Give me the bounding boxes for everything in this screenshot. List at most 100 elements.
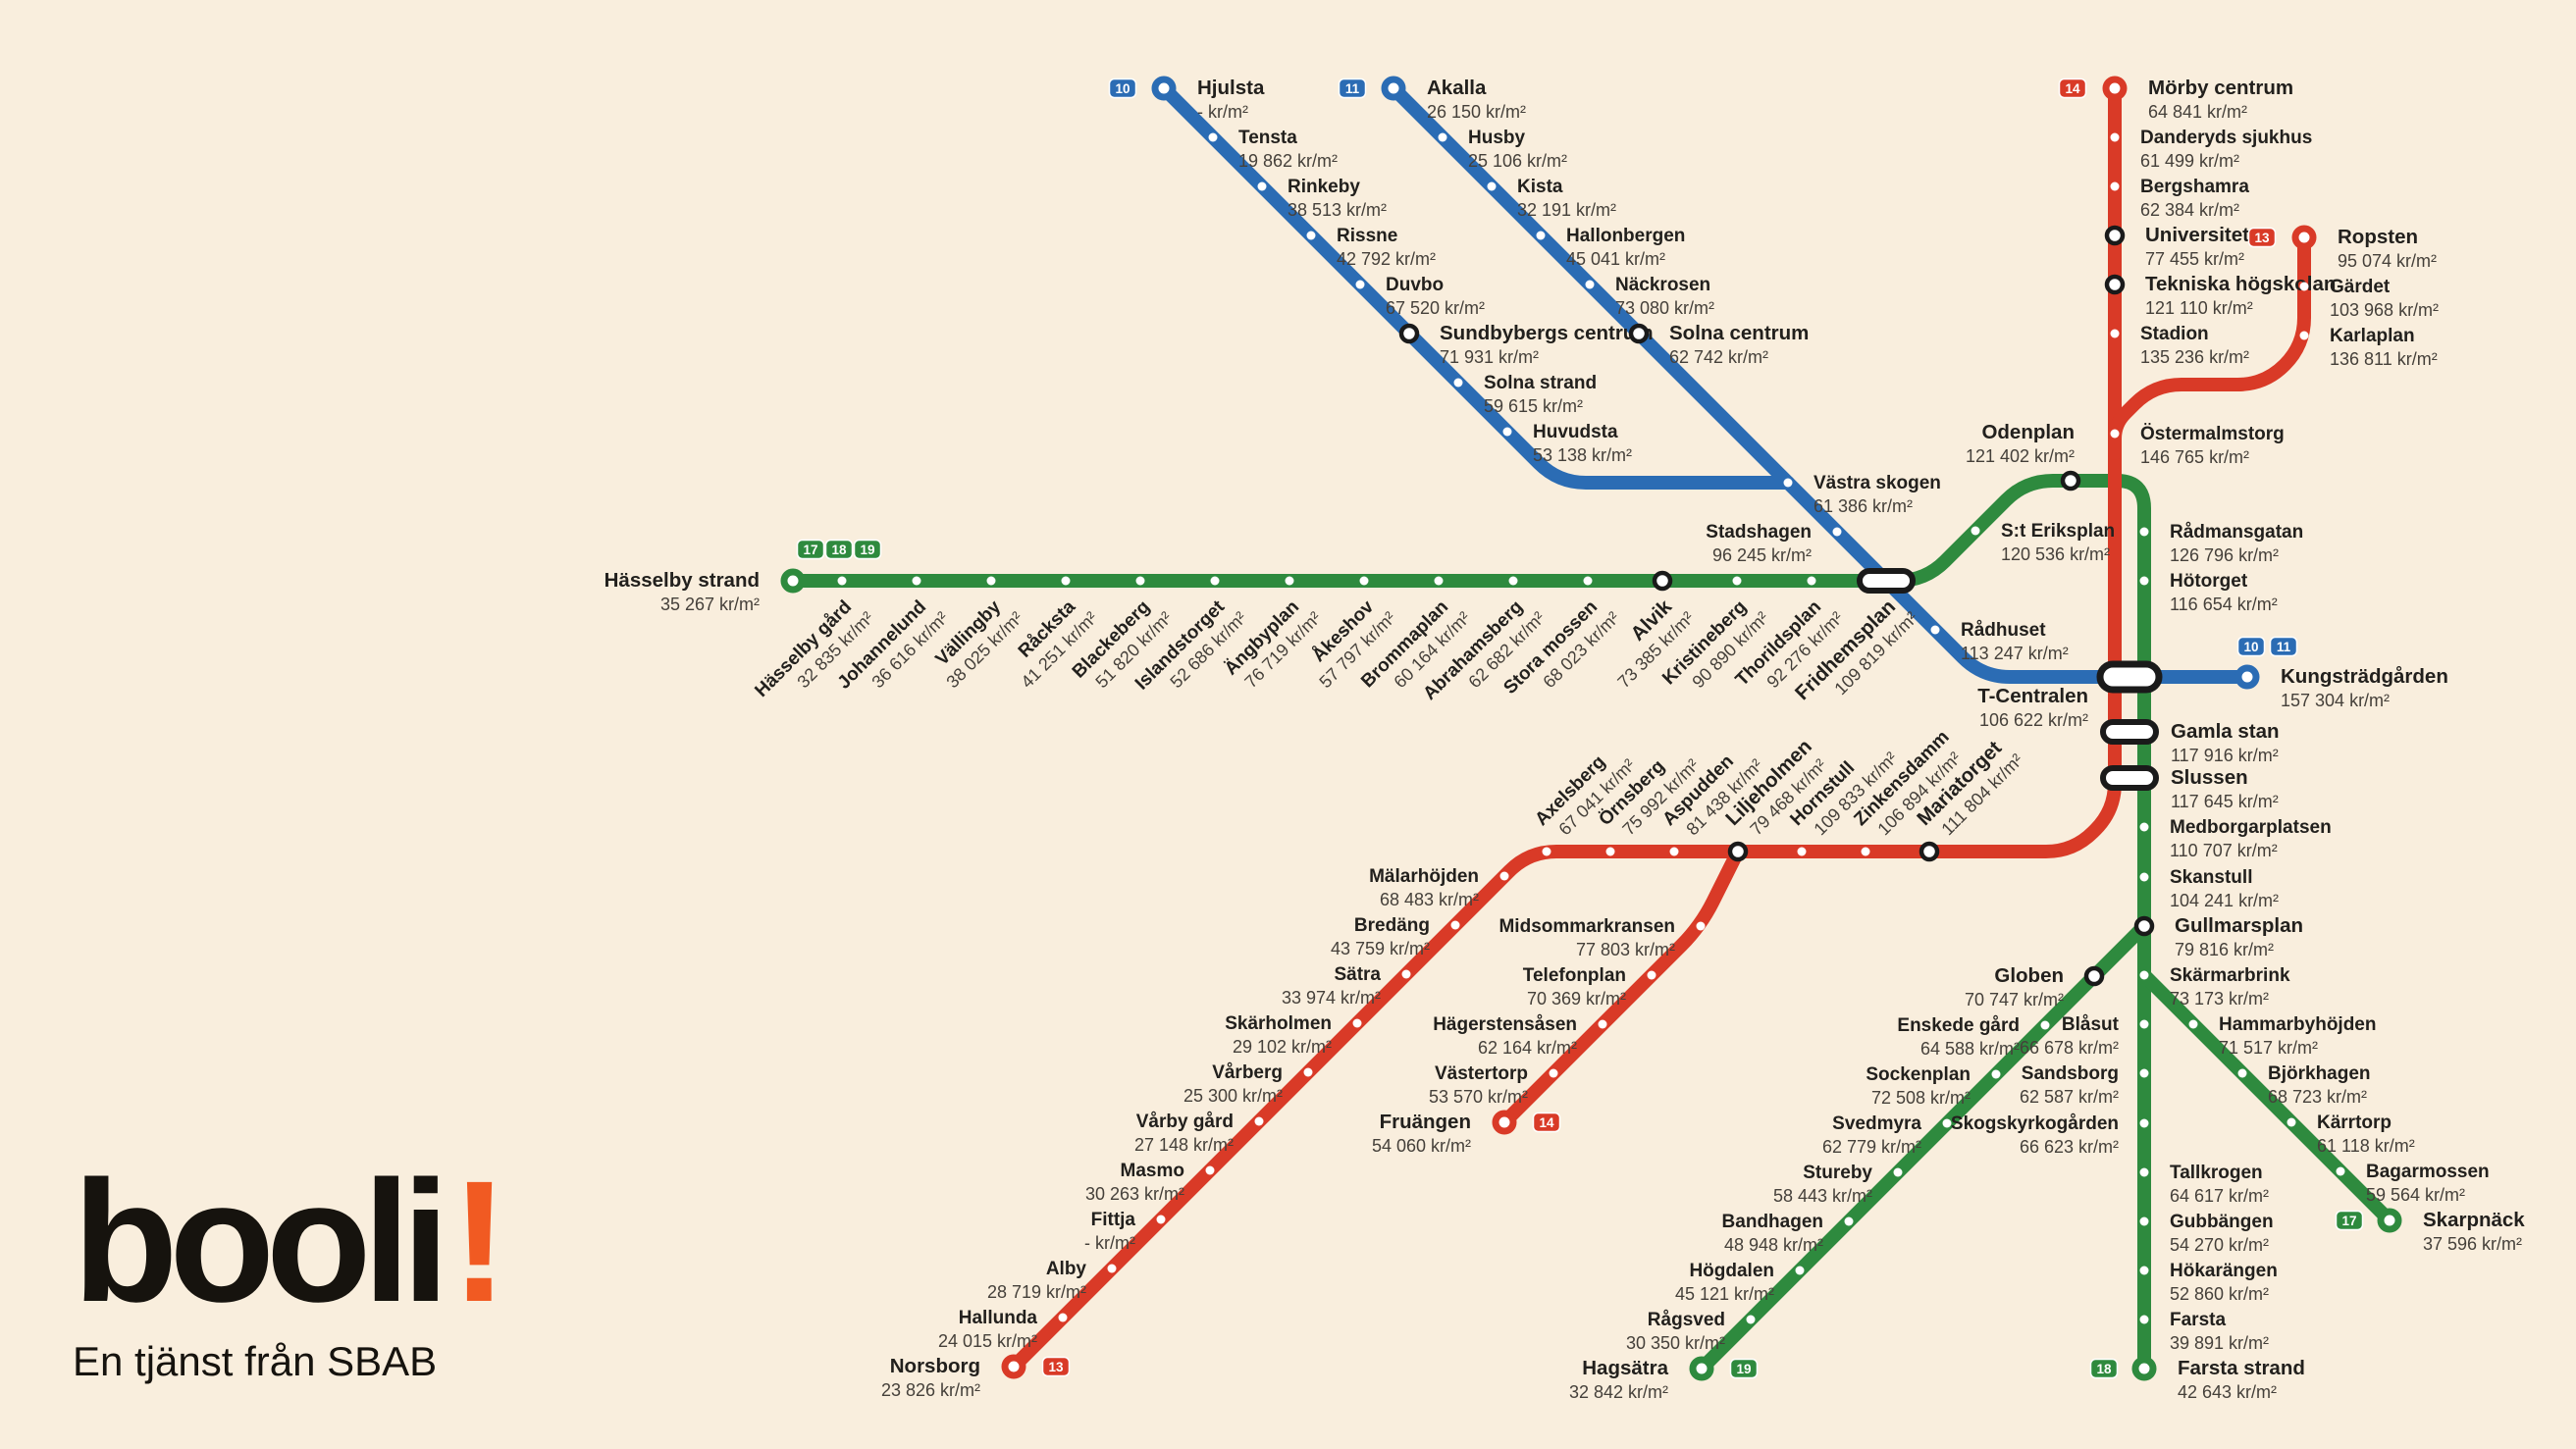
station-name: Gamla stan — [2171, 720, 2280, 743]
station-dot — [1508, 576, 1518, 586]
station-dot — [1832, 527, 1842, 537]
station-price: 45 041 kr/m² — [1566, 249, 1665, 269]
station-name: Rådhuset — [1961, 620, 2046, 641]
line-green — [786, 474, 2396, 1375]
station-dot — [2139, 822, 2149, 832]
station-högdalen: Högdalen 45 121 kr/m² — [1675, 1261, 1805, 1304]
station-price: 157 304 kr/m² — [2281, 691, 2390, 710]
station-hammarbyhöjden: Hammarbyhöjden 71 517 kr/m² — [2188, 1014, 2376, 1058]
station-dot — [1536, 231, 1546, 240]
line-badge-number: 13 — [1048, 1360, 1064, 1374]
station-skärholmen: Skärholmen 29 102 kr/m² — [1225, 1013, 1362, 1057]
station-dot — [2139, 1019, 2149, 1029]
station-name: Gärdet — [2330, 277, 2391, 297]
station-price: 68 483 kr/m² — [1380, 890, 1479, 909]
station-kärrtorp: Kärrtorp 61 118 kr/m² — [2287, 1113, 2415, 1156]
station-price: 70 369 kr/m² — [1527, 989, 1626, 1009]
line-badge-box — [796, 539, 825, 560]
station-huvudsta: Huvudsta 53 138 kr/m² — [1502, 422, 1632, 465]
line-badge-14: 14 — [2058, 78, 2087, 99]
station-price: 146 765 kr/m² — [2140, 447, 2249, 467]
station-name: Fittja — [1091, 1210, 1136, 1230]
station-dot — [1359, 576, 1369, 586]
route-lines — [786, 81, 2396, 1375]
station-price: 73 173 kr/m² — [2170, 989, 2269, 1009]
station-price: 37 596 kr/m² — [2423, 1234, 2522, 1254]
station-price: 59 564 kr/m² — [2366, 1185, 2465, 1205]
station-dot — [1254, 1116, 1264, 1126]
station-dot — [2139, 970, 2149, 980]
line-badge-17: 17 — [796, 539, 825, 560]
station-dot — [1797, 847, 1807, 856]
interchange-ring — [2083, 965, 2105, 987]
station-fruängen: Fruängen 54 060 kr/m² — [1372, 1110, 1517, 1156]
station-dot — [1061, 576, 1071, 586]
station-dot — [2110, 132, 2120, 142]
station-ropsten: Ropsten 95 074 kr/m² — [2291, 225, 2437, 271]
route-morby-norsborg-main — [1007, 81, 2122, 1373]
station-dot — [2139, 576, 2149, 586]
interchange-ring — [1628, 323, 1650, 344]
station-dot — [1352, 1018, 1362, 1028]
terminus-circle — [2377, 1208, 2402, 1233]
line-badge-11: 11 — [1338, 78, 1367, 99]
station-name: S:t Eriksplan — [2001, 521, 2115, 542]
line-badge-number: 17 — [803, 543, 817, 557]
station-price: 117 645 kr/m² — [2171, 792, 2279, 811]
station-price: 136 811 kr/m² — [2330, 349, 2438, 369]
station-stureby: Stureby 58 443 kr/m² — [1773, 1163, 1903, 1206]
station-dot — [2139, 1068, 2149, 1078]
station-name: Alby — [1046, 1259, 1087, 1279]
station-price: 30 350 kr/m² — [1626, 1333, 1725, 1353]
line-badge-number: 18 — [2096, 1362, 2112, 1376]
station-tallkrogen: Tallkrogen 64 617 kr/m² — [2139, 1163, 2269, 1206]
station-name: Hägerstensåsen — [1433, 1014, 1577, 1035]
station-skogskyrkogården: Skogskyrkogården 66 623 kr/m² — [1951, 1113, 2149, 1157]
station-name: Kista — [1517, 177, 1563, 197]
station-name: Bagarmossen — [2366, 1162, 2490, 1182]
station-price: 62 587 kr/m² — [2020, 1087, 2119, 1107]
station-dot — [1156, 1215, 1166, 1224]
station-dot — [2139, 1266, 2149, 1275]
line-badge-box — [1338, 78, 1367, 99]
station-stadion: Stadion 135 236 kr/m² — [2110, 324, 2249, 367]
station-dot — [2299, 282, 2309, 291]
line-badge-box — [1532, 1112, 1561, 1133]
station-price: 25 300 kr/m² — [1183, 1086, 1283, 1106]
terminus-circle — [1381, 76, 1406, 101]
station-mälarhöjden: Mälarhöjden 68 483 kr/m² — [1369, 866, 1509, 909]
route-hasselby-farsta-main — [786, 474, 2151, 1375]
station-price: 95 074 kr/m² — [2338, 251, 2437, 271]
station-name: Huvudsta — [1533, 422, 1618, 442]
station-farsta-strand: Farsta strand 42 643 kr/m² — [2131, 1356, 2305, 1402]
station-dot — [1861, 847, 1870, 856]
station-name: Duvbo — [1386, 275, 1444, 295]
station-name: Telefonplan — [1523, 965, 1626, 986]
station-name: Ropsten — [2338, 226, 2418, 248]
terminus-circle — [2234, 664, 2260, 690]
station-dot — [1732, 576, 1742, 586]
station-price: 67 520 kr/m² — [1386, 298, 1485, 318]
route-fruangen-branch — [1498, 845, 1745, 1129]
station-dot — [1208, 132, 1218, 142]
station-medborgarplatsen: Medborgarplatsen 110 707 kr/m² — [2139, 817, 2332, 860]
line-badge-17: 17 — [2335, 1210, 2364, 1231]
line-badge-box — [2058, 78, 2087, 99]
station-name: Tallkrogen — [2170, 1163, 2263, 1183]
station-price: 38 513 kr/m² — [1288, 200, 1387, 220]
station-dot — [1807, 576, 1816, 586]
station-price: 27 148 kr/m² — [1134, 1135, 1234, 1155]
line-badge-13: 13 — [2247, 227, 2277, 248]
station-price: 32 191 kr/m² — [1517, 200, 1616, 220]
line-badge-18: 18 — [2089, 1358, 2119, 1379]
station-name: Rådmansgatan — [2170, 522, 2303, 543]
station-price: 33 974 kr/m² — [1282, 988, 1381, 1008]
station-universitetet: Universitetet 77 455 kr/m² — [2104, 224, 2267, 269]
station-masmo: Masmo 30 263 kr/m² — [1085, 1161, 1215, 1204]
station-price: 23 826 kr/m² — [881, 1380, 980, 1400]
station-akalla: Akalla 26 150 kr/m² — [1381, 76, 1526, 122]
station-price: 116 654 kr/m² — [2170, 595, 2278, 614]
station-sätra: Sätra 33 974 kr/m² — [1282, 964, 1411, 1008]
